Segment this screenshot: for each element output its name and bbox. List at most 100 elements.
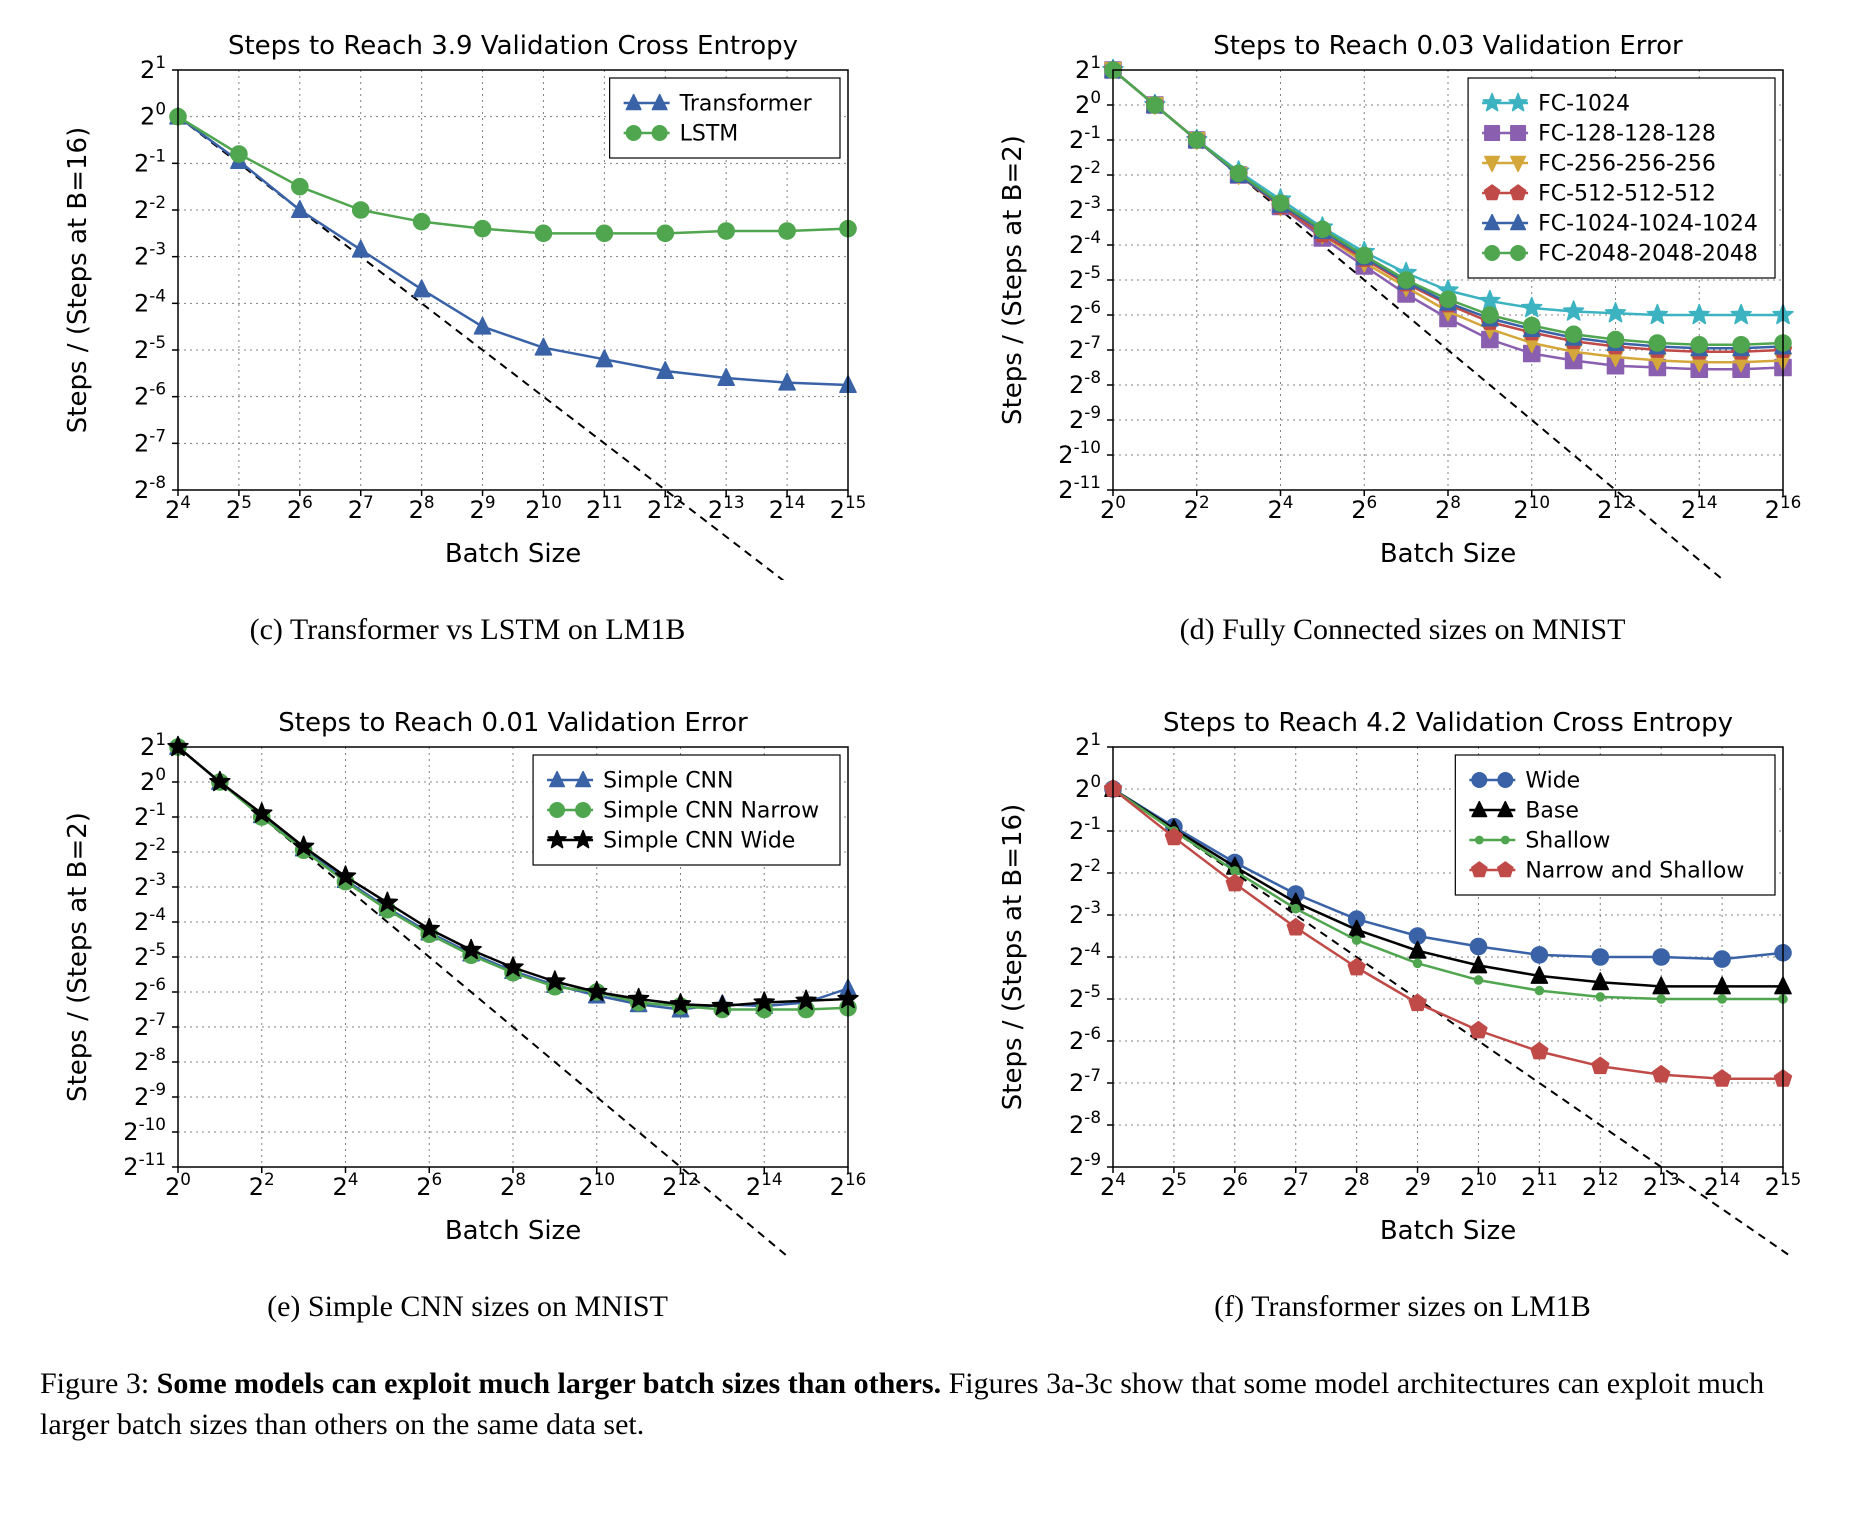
svg-text:212: 212 <box>662 1169 699 1201</box>
svg-text:214: 214 <box>768 492 805 524</box>
legend-label: Transformer <box>678 92 812 117</box>
legend-label: FC-1024 <box>1538 92 1630 117</box>
panel-subcaption: (f) Transformer sizes on LM1B <box>1214 1290 1591 1324</box>
svg-text:2-11: 2-11 <box>1058 472 1101 504</box>
legend-label: FC-128-128-128 <box>1538 122 1716 147</box>
chart-title: Steps to Reach 3.9 Validation Cross Entr… <box>227 31 797 61</box>
panel-grid: 2425262728292102112122132142152-82-72-62… <box>40 20 1830 1324</box>
svg-text:2-11: 2-11 <box>123 1149 166 1181</box>
panel-e: 20222426282102122142162-112-102-92-82-72… <box>40 697 895 1324</box>
legend-label: FC-256-256-256 <box>1538 152 1716 177</box>
svg-text:2-4: 2-4 <box>133 904 165 936</box>
svg-text:20: 20 <box>1075 771 1101 803</box>
svg-text:2-8: 2-8 <box>133 472 165 504</box>
panel-subcaption: (e) Simple CNN sizes on MNIST <box>267 1290 668 1324</box>
svg-text:211: 211 <box>1521 1169 1558 1201</box>
svg-text:29: 29 <box>1404 1169 1430 1201</box>
svg-text:26: 26 <box>286 492 312 524</box>
figure-label: Figure 3: <box>40 1367 157 1400</box>
y-axis-label: Steps / (Steps at B=2) <box>998 135 1028 425</box>
legend-label: FC-512-512-512 <box>1538 182 1716 207</box>
svg-text:2-7: 2-7 <box>133 425 165 457</box>
svg-text:2-3: 2-3 <box>1068 897 1100 929</box>
svg-text:28: 28 <box>500 1169 526 1201</box>
svg-text:2-9: 2-9 <box>133 1079 165 1111</box>
svg-text:214: 214 <box>1680 492 1717 524</box>
svg-text:26: 26 <box>1221 1169 1247 1201</box>
legend-label: Base <box>1525 799 1579 824</box>
svg-text:2-4: 2-4 <box>1068 227 1100 259</box>
svg-text:211: 211 <box>586 492 623 524</box>
svg-text:2-6: 2-6 <box>1068 1023 1100 1055</box>
plot-area: 2425262728292102112122132142152-82-72-62… <box>58 20 878 585</box>
svg-text:22: 22 <box>1183 492 1209 524</box>
figure-caption: Figure 3: Some models can exploit much l… <box>40 1364 1830 1445</box>
y-axis-label: Steps / (Steps at B=16) <box>63 127 93 433</box>
svg-text:212: 212 <box>1581 1169 1618 1201</box>
legend-label: FC-1024-1024-1024 <box>1538 212 1758 237</box>
svg-text:2-8: 2-8 <box>133 1044 165 1076</box>
svg-text:215: 215 <box>829 492 866 524</box>
svg-text:2-5: 2-5 <box>133 332 165 364</box>
legend-label: Simple CNN Narrow <box>603 799 819 824</box>
svg-text:2-2: 2-2 <box>133 834 165 866</box>
svg-text:2-1: 2-1 <box>133 799 165 831</box>
svg-text:213: 213 <box>707 492 744 524</box>
panel-f: 2425262728292102112122132142152-92-82-72… <box>975 697 1830 1324</box>
y-axis-label: Steps / (Steps at B=16) <box>998 804 1028 1110</box>
legend-label: Shallow <box>1525 829 1610 854</box>
svg-text:2-2: 2-2 <box>133 192 165 224</box>
svg-text:210: 210 <box>525 492 562 524</box>
svg-text:2-5: 2-5 <box>1068 981 1100 1013</box>
svg-text:214: 214 <box>1703 1169 1740 1201</box>
x-axis-label: Batch Size <box>1379 1216 1515 1246</box>
svg-text:2-6: 2-6 <box>1068 297 1100 329</box>
svg-text:2-8: 2-8 <box>1068 367 1100 399</box>
svg-text:216: 216 <box>1764 492 1801 524</box>
svg-text:20: 20 <box>140 764 166 796</box>
svg-text:212: 212 <box>1597 492 1634 524</box>
svg-text:21: 21 <box>140 52 166 84</box>
svg-text:24: 24 <box>165 492 191 524</box>
x-axis-label: Batch Size <box>444 1216 580 1246</box>
svg-text:21: 21 <box>1075 729 1101 761</box>
x-axis-label: Batch Size <box>1379 539 1515 569</box>
svg-text:2-10: 2-10 <box>1058 437 1101 469</box>
chart-title: Steps to Reach 0.01 Validation Error <box>278 708 748 738</box>
svg-text:216: 216 <box>829 1169 866 1201</box>
svg-text:2-7: 2-7 <box>1068 332 1100 364</box>
svg-text:2-3: 2-3 <box>133 239 165 271</box>
svg-text:212: 212 <box>646 492 683 524</box>
svg-text:27: 27 <box>347 492 373 524</box>
legend-label: FC-2048-2048-2048 <box>1538 242 1758 267</box>
svg-text:2-5: 2-5 <box>133 939 165 971</box>
svg-text:2-2: 2-2 <box>1068 855 1100 887</box>
legend: FC-1024 FC-128-128-128 FC-256-256-256 FC-51… <box>1468 78 1775 278</box>
svg-text:2-1: 2-1 <box>133 145 165 177</box>
svg-text:2-5: 2-5 <box>1068 262 1100 294</box>
svg-text:20: 20 <box>1100 492 1126 524</box>
svg-text:20: 20 <box>1075 87 1101 119</box>
svg-text:2-7: 2-7 <box>1068 1065 1100 1097</box>
svg-text:24: 24 <box>1267 492 1293 524</box>
svg-text:21: 21 <box>140 729 166 761</box>
svg-text:210: 210 <box>1513 492 1550 524</box>
x-axis-label: Batch Size <box>444 539 580 569</box>
svg-text:2-6: 2-6 <box>133 974 165 1006</box>
svg-text:2-1: 2-1 <box>1068 122 1100 154</box>
svg-text:210: 210 <box>1460 1169 1497 1201</box>
svg-text:2-3: 2-3 <box>133 869 165 901</box>
svg-text:28: 28 <box>1435 492 1461 524</box>
svg-text:28: 28 <box>1343 1169 1369 1201</box>
legend: Transformer LSTM <box>609 78 839 158</box>
panel-d: 20222426282102122142162-112-102-92-82-72… <box>975 20 1830 647</box>
svg-text:2-8: 2-8 <box>1068 1107 1100 1139</box>
svg-text:24: 24 <box>332 1169 358 1201</box>
legend-label: Narrow and Shallow <box>1525 859 1744 884</box>
svg-text:2-10: 2-10 <box>123 1114 166 1146</box>
legend-label: LSTM <box>679 122 738 147</box>
svg-text:22: 22 <box>248 1169 274 1201</box>
panel-c: 2425262728292102112122132142152-82-72-62… <box>40 20 895 647</box>
svg-text:20: 20 <box>165 1169 191 1201</box>
svg-text:25: 25 <box>1160 1169 1186 1201</box>
